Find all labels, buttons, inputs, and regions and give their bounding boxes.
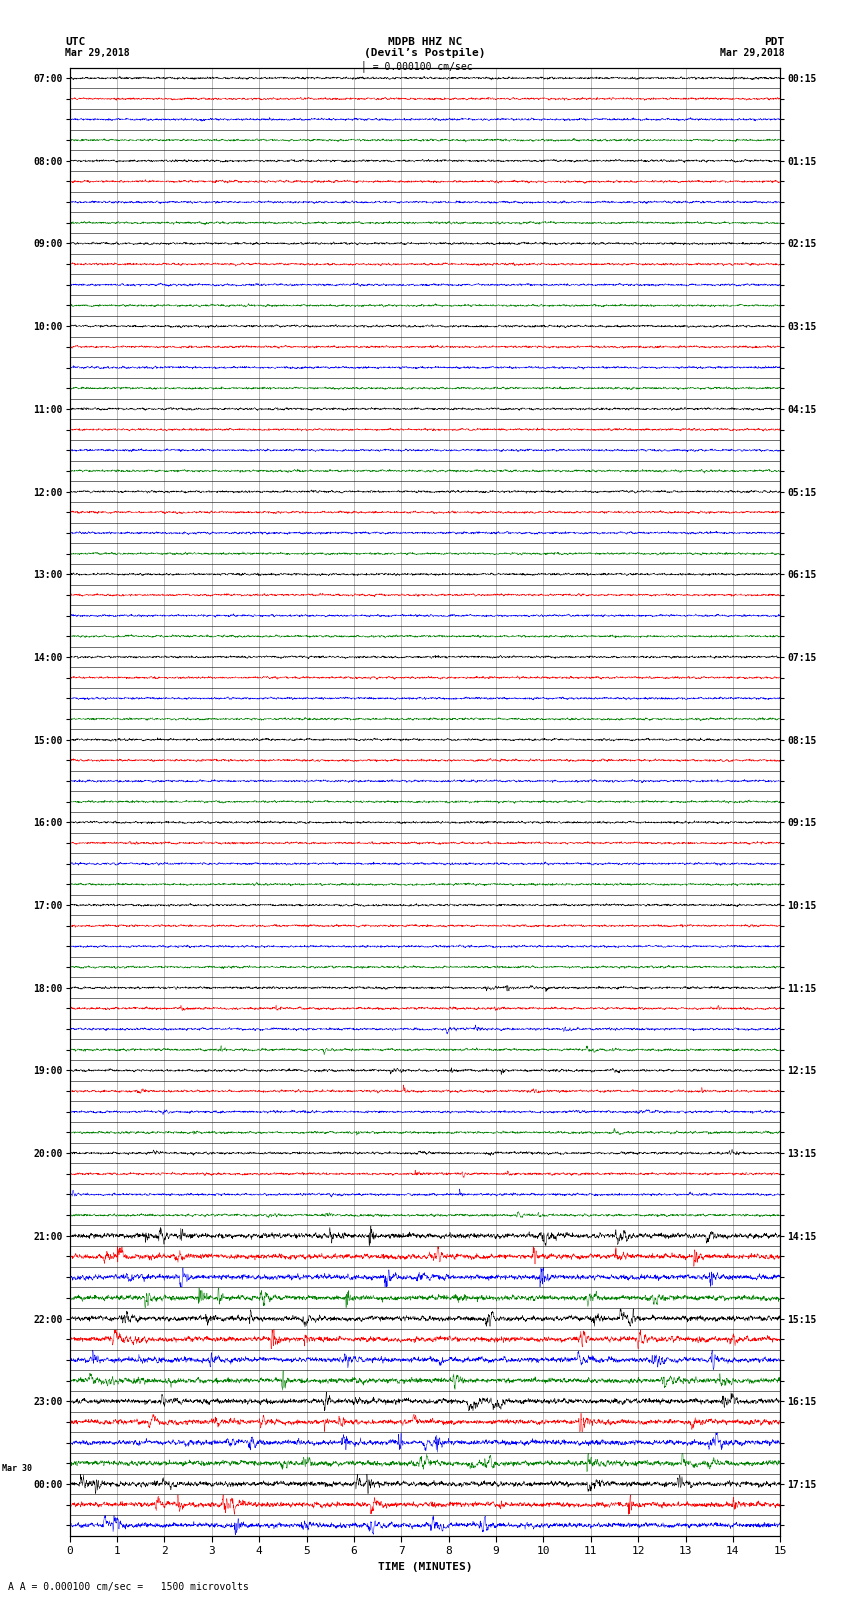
- Text: PDT: PDT: [764, 37, 785, 47]
- Text: Mar 29,2018: Mar 29,2018: [65, 48, 130, 58]
- Text: (Devil’s Postpile): (Devil’s Postpile): [365, 48, 485, 58]
- Text: Mar 30: Mar 30: [2, 1463, 31, 1473]
- Text: MDPB HHZ NC: MDPB HHZ NC: [388, 37, 462, 47]
- Text: Mar 29,2018: Mar 29,2018: [720, 48, 785, 58]
- Text: UTC: UTC: [65, 37, 86, 47]
- Text: │ = 0.000100 cm/sec: │ = 0.000100 cm/sec: [360, 60, 473, 71]
- Text: A A = 0.000100 cm/sec =   1500 microvolts: A A = 0.000100 cm/sec = 1500 microvolts: [8, 1582, 249, 1592]
- X-axis label: TIME (MINUTES): TIME (MINUTES): [377, 1561, 473, 1571]
